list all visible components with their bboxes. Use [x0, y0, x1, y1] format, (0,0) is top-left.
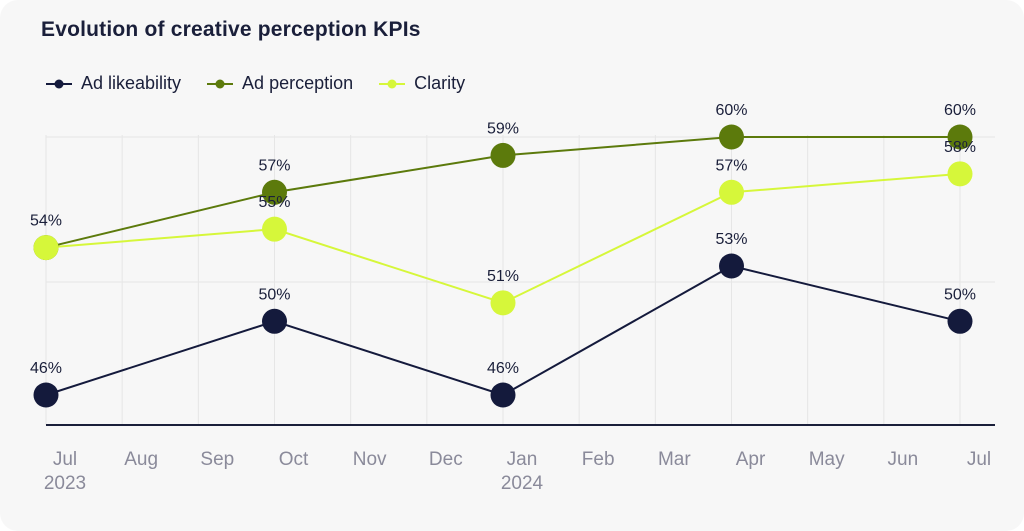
data-label: 54% [30, 213, 62, 230]
data-point-clarity[interactable] [33, 235, 59, 261]
data-label: 55% [258, 194, 290, 211]
data-point-ad-likeability[interactable] [33, 382, 59, 408]
legend-label-ad-likeability: Ad likeability [81, 73, 182, 93]
data-label: 58% [944, 139, 976, 156]
data-point-ad-perception[interactable] [719, 124, 744, 150]
data-label: 57% [258, 157, 290, 174]
legend-swatch-ad-perception [207, 79, 234, 88]
data-point-ad-perception[interactable] [947, 124, 973, 150]
legend-item-ad-likeability[interactable]: Ad likeability [46, 73, 181, 94]
legend-swatch-clarity [379, 79, 406, 88]
legend-item-ad-perception[interactable]: Ad perception [207, 73, 353, 94]
data-point-clarity[interactable] [947, 161, 973, 187]
data-point-ad-perception[interactable] [490, 142, 516, 168]
x-tick-label: Nov [353, 449, 387, 470]
data-point-ad-likeability[interactable] [947, 308, 973, 334]
data-point-ad-likeability[interactable] [719, 253, 744, 279]
x-tick-label: Sep [200, 449, 234, 470]
x-tick-label: Jun [888, 449, 919, 470]
x-tick-sublabel: 2023 [44, 473, 86, 494]
x-tick-label: Apr [736, 449, 766, 470]
data-point-ad-likeability[interactable] [262, 308, 287, 334]
x-tick-sublabel: 2024 [501, 473, 544, 494]
data-label: 60% [715, 102, 747, 119]
x-tick-label: Jul [967, 449, 991, 470]
data-label: 57% [715, 157, 747, 174]
legend-swatch-ad-likeability [46, 79, 72, 88]
data-label: 46% [30, 360, 62, 377]
legend-label-clarity: Clarity [414, 73, 466, 93]
data-point-clarity[interactable] [719, 179, 744, 205]
data-point-clarity[interactable] [490, 290, 516, 316]
data-label: 59% [487, 120, 519, 137]
x-tick-label: Aug [124, 449, 158, 470]
x-tick-label: Jan [507, 449, 538, 470]
legend: Ad likeability Ad perception Clarity [46, 73, 465, 94]
legend-item-clarity[interactable]: Clarity [379, 73, 465, 94]
legend-label-ad-perception: Ad perception [242, 73, 354, 93]
x-tick-label: Jul [53, 449, 77, 470]
x-tick-label: Mar [658, 449, 691, 470]
data-point-clarity[interactable] [262, 216, 287, 242]
x-tick-label: Oct [279, 449, 309, 470]
data-point-ad-likeability[interactable] [490, 382, 516, 408]
chart-title: Evolution of creative perception KPIs [41, 18, 421, 41]
data-label: 51% [487, 268, 519, 285]
x-tick-label: Feb [582, 449, 615, 470]
x-tick-label: Dec [429, 449, 463, 470]
data-point-ad-perception[interactable] [262, 179, 287, 205]
data-label: 60% [944, 102, 976, 119]
data-label: 50% [944, 286, 976, 303]
data-label: 50% [258, 286, 290, 303]
data-label: 46% [487, 360, 519, 377]
x-tick-label: May [809, 449, 845, 470]
data-label: 53% [715, 231, 747, 248]
